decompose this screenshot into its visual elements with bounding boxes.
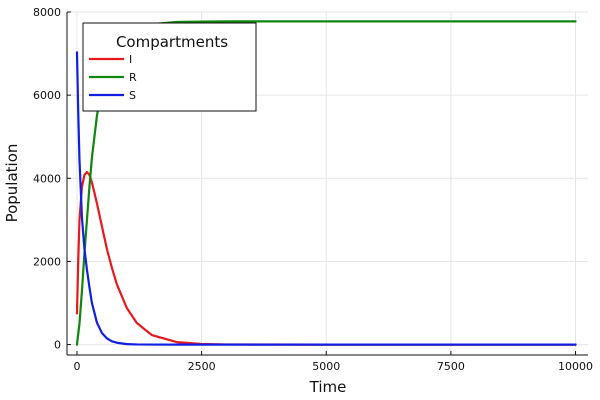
x-tick-label: 5000: [312, 360, 340, 373]
x-tick-label: 10000: [558, 360, 593, 373]
x-tick-label: 7500: [437, 360, 465, 373]
legend: Compartments IRS: [82, 22, 257, 112]
y-tick-label: 0: [54, 339, 61, 352]
y-tick-label: 6000: [33, 89, 61, 102]
series-line-s: [75, 51, 577, 346]
x-tick-label: 0: [73, 360, 80, 373]
y-tick-labels: 0 2000 4000 6000 8000: [33, 6, 71, 352]
x-tick-labels: 0 2500 5000 7500 10000: [73, 351, 593, 373]
y-tick-label: 2000: [33, 255, 61, 268]
legend-title: Compartments: [116, 33, 228, 51]
x-axis-title: Time: [309, 378, 347, 396]
legend-label-s: S: [129, 89, 136, 102]
legend-label-r: R: [129, 71, 137, 84]
legend-items: IRS: [89, 53, 137, 102]
y-tick-label: 8000: [33, 6, 61, 19]
legend-label-i: I: [129, 53, 132, 66]
legend-box: [82, 22, 257, 112]
y-axis-title: Population: [3, 144, 21, 223]
y-tick-label: 4000: [33, 172, 61, 185]
x-tick-label: 2500: [188, 360, 216, 373]
axes: [66, 12, 588, 356]
